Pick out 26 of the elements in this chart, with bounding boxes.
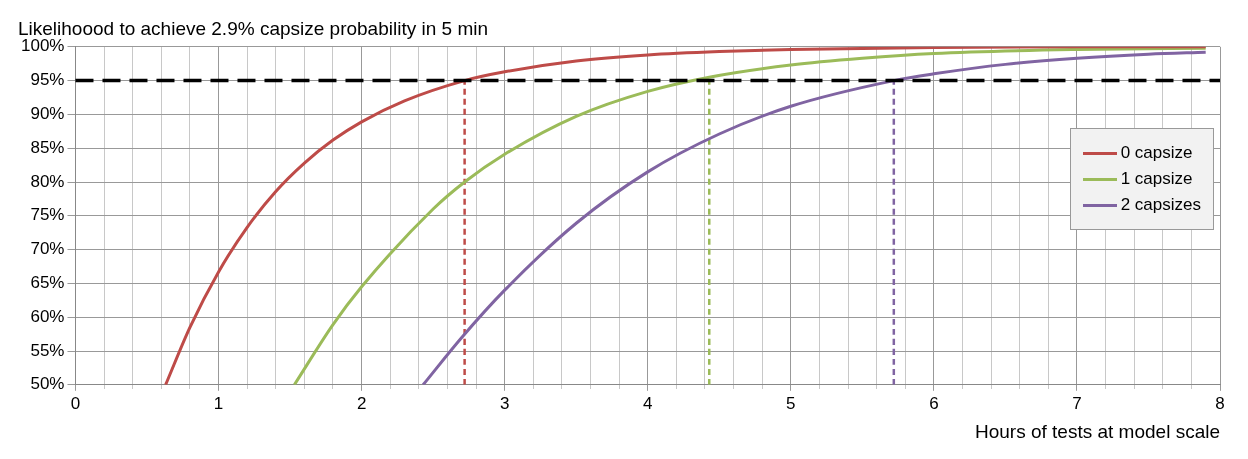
x-tick-label: 1 [213, 393, 224, 413]
legend-label: 0 capsize [1120, 143, 1193, 163]
legend-label: 2 capsizes [1120, 195, 1201, 215]
y-tick-label: 85% [30, 137, 65, 157]
y-tick-label: 75% [30, 205, 65, 225]
y-tick-label: 70% [30, 239, 65, 259]
y-tick-label: 65% [30, 273, 65, 293]
x-tick-label: 2 [356, 393, 367, 413]
legend-label: 1 capsize [1120, 169, 1193, 189]
x-tick-label: 5 [786, 393, 796, 413]
x-tick-label: 0 [70, 393, 81, 413]
x-tick-label: 7 [1072, 393, 1082, 413]
chart-title: Likelihoood to achieve 2.9% capsize probability in 5 min [18, 17, 488, 39]
line-series [421, 50, 1208, 385]
y-tick-label: 60% [30, 306, 65, 326]
x-tick-label: 3 [499, 393, 510, 413]
x-tick-label: 6 [929, 393, 939, 413]
x-axis-title: Hours of tests at model scale [975, 420, 1220, 442]
y-tick-label: 50% [30, 374, 65, 394]
x-tick-label: 8 [1215, 393, 1225, 413]
y-tick-label: 80% [30, 171, 65, 191]
y-tick-label: 90% [30, 104, 65, 124]
y-tick-label: 55% [30, 340, 65, 360]
y-tick-label: 100% [21, 36, 65, 56]
x-tick-label: 4 [643, 393, 653, 413]
y-tick-label: 95% [30, 70, 65, 90]
